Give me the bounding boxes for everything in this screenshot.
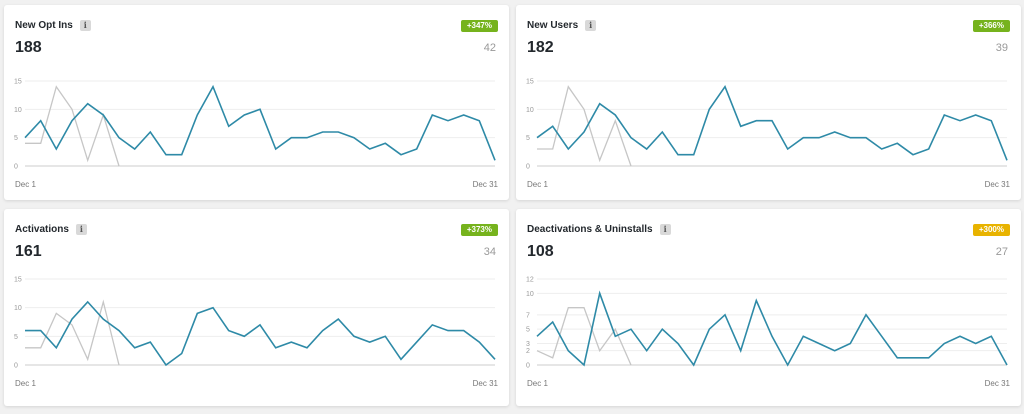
current-series-line bbox=[536, 85, 1008, 161]
line-chart: 0 23 5 7 10 12 Dec 1 Dec 31 bbox=[526, 277, 1011, 389]
change-badge: +347% bbox=[460, 20, 498, 32]
card-title: Activations bbox=[15, 224, 69, 235]
y-tick-label: 5 bbox=[14, 135, 18, 142]
change-badge: +373% bbox=[460, 224, 498, 236]
previous-series-line bbox=[25, 85, 120, 167]
info-icon[interactable]: i bbox=[75, 224, 87, 235]
y-tick-label: 5 bbox=[14, 334, 18, 341]
change-badge: +366% bbox=[972, 20, 1010, 32]
line-chart: 0 5 10 15 Dec 1 Dec 31 bbox=[14, 277, 499, 389]
change-badge: +300% bbox=[972, 224, 1010, 236]
current-series-line bbox=[24, 84, 496, 161]
info-icon[interactable]: i bbox=[585, 20, 597, 31]
y-tick-label: 12 bbox=[526, 277, 534, 284]
card-title: New Users bbox=[527, 20, 579, 31]
y-tick-label: 10 bbox=[14, 107, 22, 114]
deactivations-card: Deactivations & Uninstalls i +300% 108 2… bbox=[516, 209, 1021, 406]
new-users-card: New Users i +366% 182 39 0 5 10 15 Dec 1 Dec … bbox=[516, 5, 1021, 200]
info-icon[interactable]: i bbox=[79, 20, 91, 31]
previous-value: 34 bbox=[483, 246, 496, 258]
previous-series-line bbox=[25, 299, 120, 366]
y-tick-label: 5 bbox=[526, 135, 530, 142]
y-tick-label: 10 bbox=[526, 107, 534, 114]
y-tick-label: 15 bbox=[14, 79, 22, 86]
x-end-label: Dec 31 bbox=[985, 379, 1011, 388]
y-tick-label: 10 bbox=[526, 291, 534, 298]
x-end-label: Dec 31 bbox=[473, 379, 499, 388]
current-series-line bbox=[25, 300, 496, 367]
y-tick-label: 3 bbox=[526, 341, 530, 348]
current-value: 161 bbox=[15, 243, 42, 260]
line-chart: 0 5 10 15 Dec 1 Dec 31 bbox=[526, 79, 1011, 190]
x-start-label: Dec 1 bbox=[15, 180, 36, 189]
activations-card: Activations i +373% 161 34 0 5 10 15 Dec 1 De… bbox=[4, 209, 509, 406]
previous-value: 42 bbox=[483, 42, 496, 54]
card-title: New Opt Ins bbox=[15, 20, 73, 31]
y-tick-label: 10 bbox=[14, 305, 22, 312]
current-value: 108 bbox=[527, 243, 554, 260]
current-series-line bbox=[536, 290, 1008, 367]
x-start-label: Dec 1 bbox=[527, 180, 548, 189]
info-icon[interactable]: i bbox=[659, 224, 671, 235]
y-tick-label: 2 bbox=[526, 348, 530, 355]
y-tick-label: 15 bbox=[526, 79, 534, 86]
y-tick-label: 5 bbox=[526, 327, 530, 334]
y-tick-label: 0 bbox=[14, 363, 18, 370]
y-tick-label: 15 bbox=[14, 277, 22, 284]
card-title: Deactivations & Uninstalls bbox=[527, 224, 653, 235]
previous-series-line bbox=[536, 307, 632, 366]
y-tick-label: 0 bbox=[14, 164, 18, 171]
new-opt-ins-card: New Opt Ins i +347% 188 42 0 5 10 15 Dec 1 De… bbox=[4, 5, 509, 200]
line-chart: 0 5 10 15 Dec 1 Dec 31 bbox=[14, 79, 499, 190]
current-value: 182 bbox=[527, 39, 554, 56]
x-end-label: Dec 31 bbox=[473, 180, 499, 189]
x-end-label: Dec 31 bbox=[985, 180, 1011, 189]
previous-value: 27 bbox=[995, 246, 1008, 258]
previous-value: 39 bbox=[995, 42, 1008, 54]
x-start-label: Dec 1 bbox=[527, 379, 548, 388]
previous-series-line bbox=[537, 85, 632, 167]
y-tick-label: 0 bbox=[526, 164, 530, 171]
y-tick-label: 7 bbox=[526, 312, 530, 319]
x-start-label: Dec 1 bbox=[15, 379, 36, 388]
current-value: 188 bbox=[15, 39, 42, 56]
y-tick-label: 0 bbox=[526, 363, 530, 370]
